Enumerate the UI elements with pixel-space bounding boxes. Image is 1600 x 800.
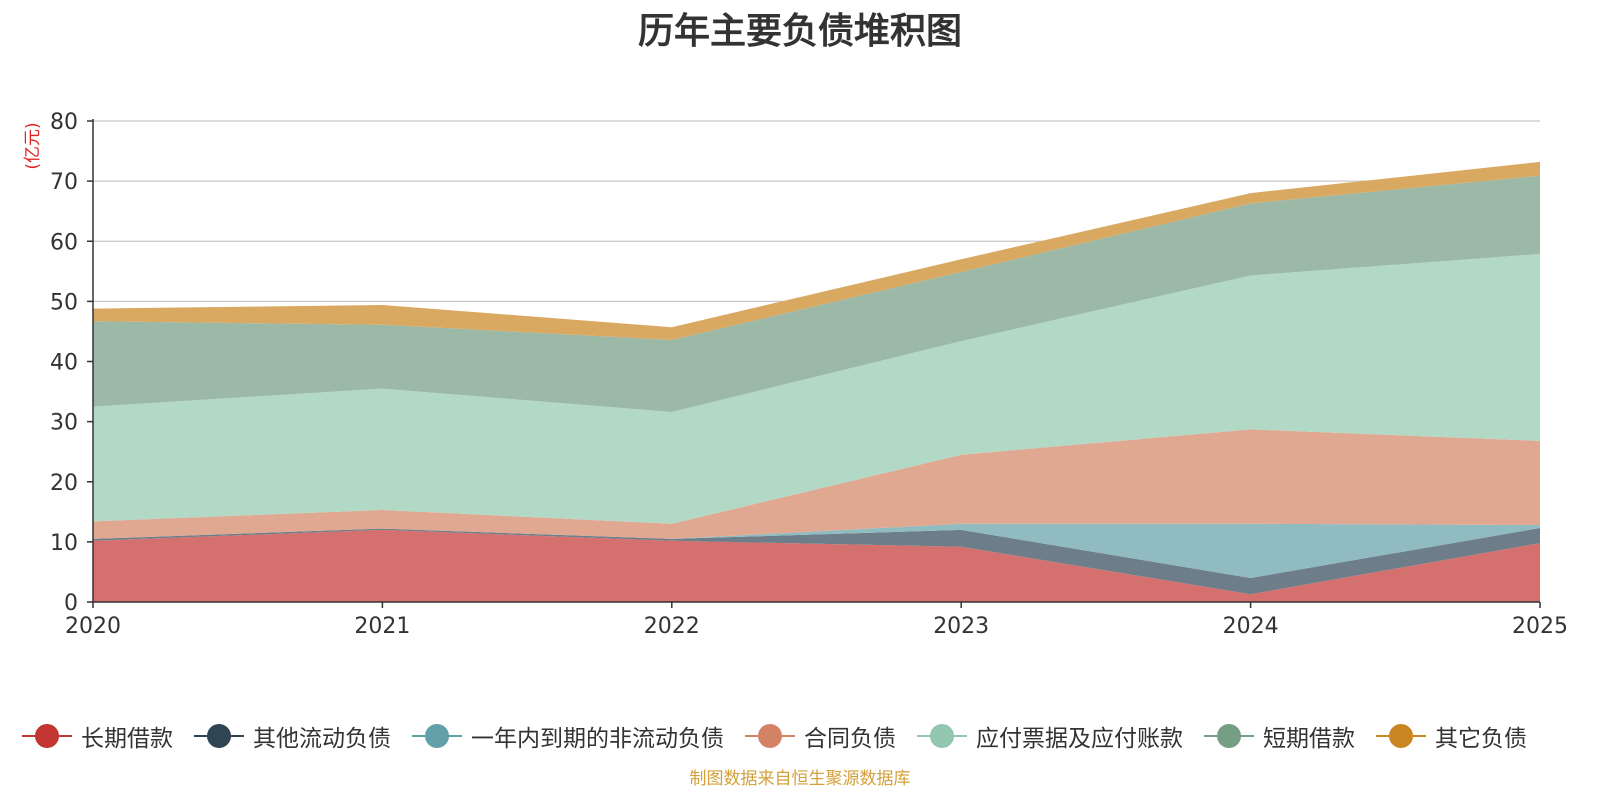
y-tick-label: 80 xyxy=(50,110,78,135)
area-series-1 xyxy=(93,528,1540,595)
legend-label: 长期借款 xyxy=(81,726,173,752)
x-tick-label: 2023 xyxy=(933,614,989,639)
legend-label: 其它负债 xyxy=(1435,726,1527,752)
area-series-6 xyxy=(93,161,1540,340)
area-series-3 xyxy=(93,429,1540,539)
legend-label: 合同负债 xyxy=(804,726,896,752)
legend-item[interactable]: 应付票据及应付账款 xyxy=(917,719,1183,753)
y-tick-label: 60 xyxy=(50,230,78,255)
area-series-2 xyxy=(93,523,1540,578)
legend-marker xyxy=(1204,724,1254,748)
x-tick-label: 2024 xyxy=(1223,614,1279,639)
tick-labels: 0 10 20 30 40 50 60 70 80 2020 2021 2022 2023 2024 202… xyxy=(50,110,1568,639)
y-tick-label: 30 xyxy=(50,411,78,436)
legend-label: 短期借款 xyxy=(1263,726,1355,752)
y-tick-label: 40 xyxy=(50,351,78,376)
legend-item[interactable]: 短期借款 xyxy=(1204,719,1355,753)
legend-item[interactable]: 其他流动负债 xyxy=(194,719,391,753)
area-series-5 xyxy=(93,175,1540,412)
legend-item[interactable]: 一年内到期的非流动负债 xyxy=(412,719,724,753)
x-tick-label: 2021 xyxy=(354,614,410,639)
legend: 长期借款 其他流动负债 一年内到期的非流动负债 合同负债 应付票据及应付账款 短期借款 其它… xyxy=(22,718,1592,754)
legend-marker xyxy=(194,724,244,748)
legend-label: 其他流动负债 xyxy=(253,726,391,752)
y-axis-unit-label: (亿元) xyxy=(23,122,43,169)
legend-marker xyxy=(412,724,462,748)
legend-item[interactable]: 长期借款 xyxy=(22,719,173,753)
legend-label: 一年内到期的非流动负债 xyxy=(471,726,724,752)
stacked-areas xyxy=(93,161,1540,602)
legend-item[interactable]: 合同负债 xyxy=(745,719,896,753)
x-tick-label: 2025 xyxy=(1512,614,1568,639)
legend-marker xyxy=(917,724,967,748)
legend-item[interactable]: 其它负债 xyxy=(1376,719,1527,753)
y-tick-label: 20 xyxy=(50,471,78,496)
legend-marker xyxy=(745,724,795,748)
legend-label: 应付票据及应付账款 xyxy=(976,726,1183,752)
legend-marker xyxy=(1376,724,1426,748)
source-note: 制图数据来自恒生聚源数据库 xyxy=(689,769,911,789)
area-series-0 xyxy=(93,529,1540,602)
legend-marker xyxy=(22,724,72,748)
y-tick-label: 70 xyxy=(50,170,78,195)
chart-title: 历年主要负债堆积图 xyxy=(637,11,962,52)
area-series-4 xyxy=(93,253,1540,524)
axes xyxy=(87,119,1541,608)
y-tick-label: 0 xyxy=(64,591,78,616)
x-tick-label: 2022 xyxy=(644,614,700,639)
y-tick-label: 10 xyxy=(50,531,78,556)
y-tick-label: 50 xyxy=(50,290,78,315)
x-tick-label: 2020 xyxy=(65,614,121,639)
